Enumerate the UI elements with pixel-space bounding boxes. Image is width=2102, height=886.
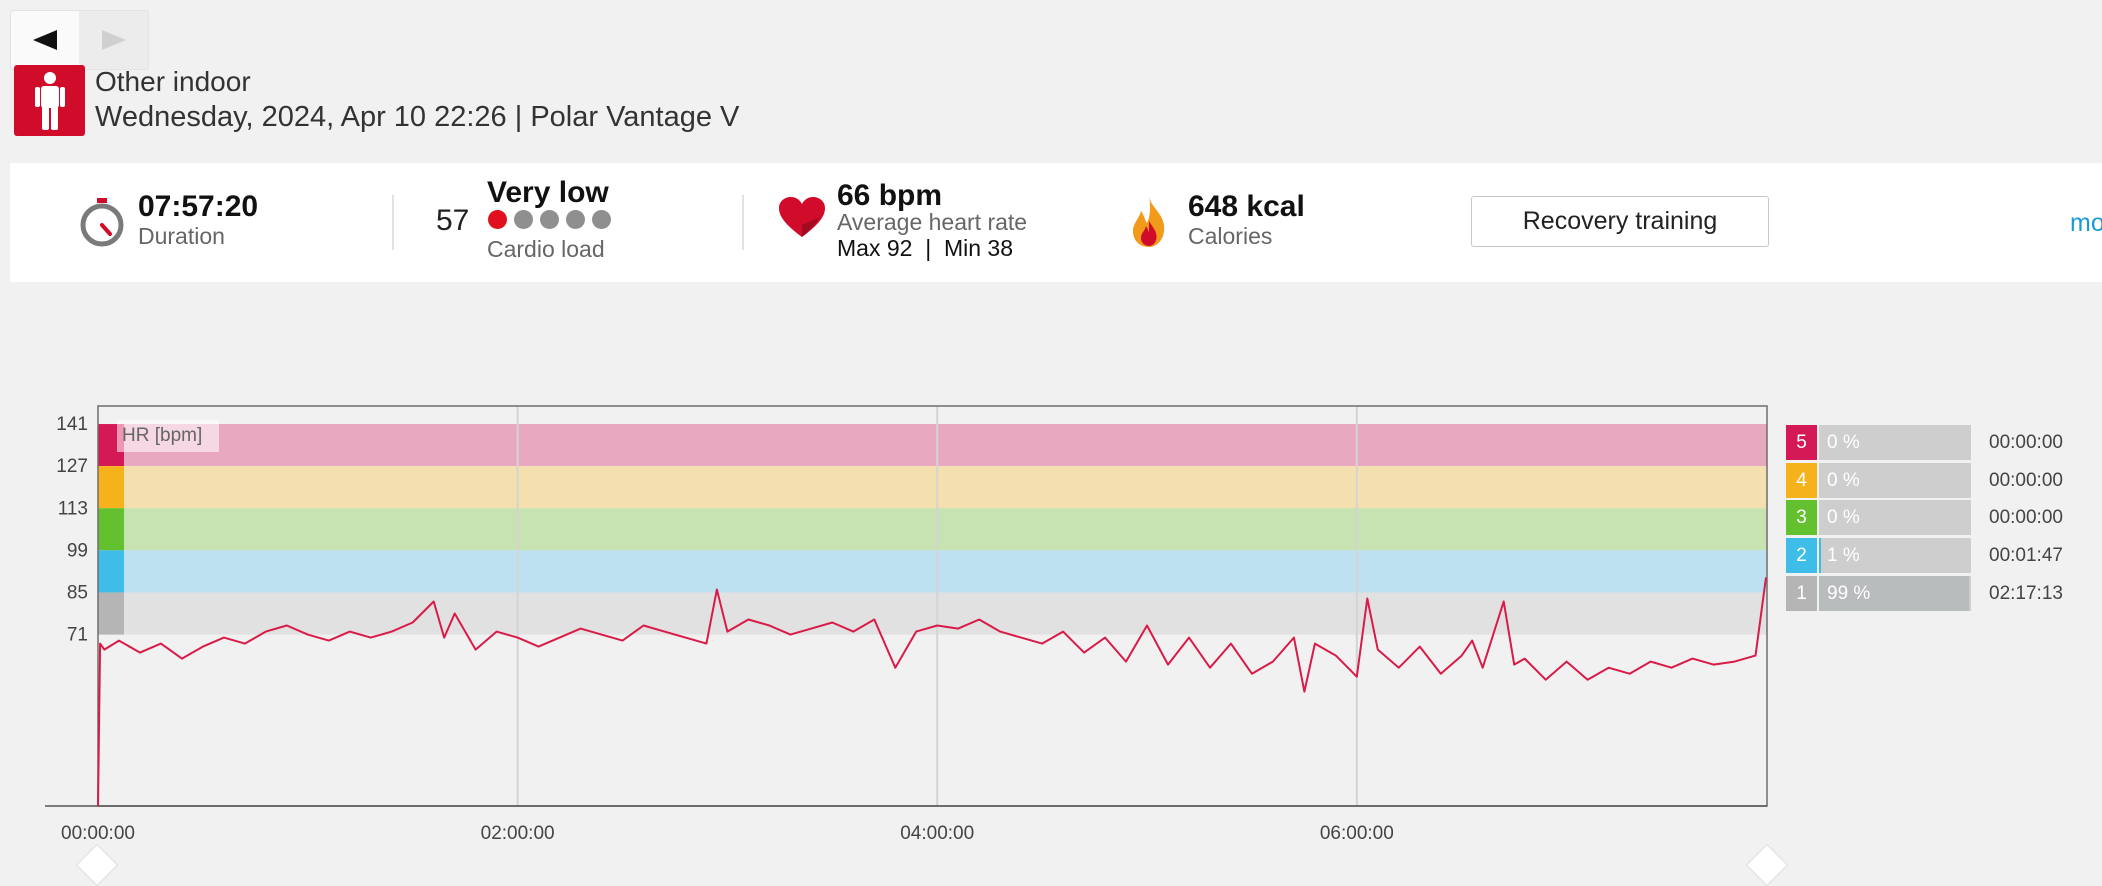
session-summary: 07:57:20 Duration 57 Very low Cardio loa… [10, 163, 2102, 282]
hr-zone-strip-3 [98, 508, 124, 551]
cardio-load-number: 57 [436, 204, 470, 237]
zone-percentage-bar: 0 % [1819, 463, 1971, 498]
zone-time: 00:01:47 [1989, 545, 2063, 566]
y-tick-label: 99 [67, 540, 88, 561]
zone-time: 02:17:13 [1989, 583, 2063, 604]
person-standing-icon [34, 71, 65, 130]
avg-heart-rate-label: Average heart rate [837, 209, 1028, 235]
zone-number: 3 [1786, 500, 1817, 535]
heart-rate-chart: 141 127 113 99 85 71 00:00:00 02:00:00 04:00:00 0… [45, 405, 1768, 844]
zone-percentage: 0 % [1827, 432, 1860, 453]
hr-zone-band-1 [98, 592, 1767, 635]
session-navigation [10, 10, 149, 70]
cardio-load-level: Very low [487, 176, 609, 209]
sport-name: Other indoor [95, 66, 251, 97]
y-tick-label: 85 [67, 582, 88, 603]
y-tick-label: 71 [67, 625, 88, 646]
calories-label: Calories [1188, 223, 1273, 249]
zone-time: 00:00:00 [1989, 470, 2063, 491]
hr-zone-band-3 [98, 508, 1767, 551]
cardio-load-label: Cardio load [487, 236, 605, 262]
cardio-dot-empty [592, 210, 611, 229]
previous-session-button[interactable] [11, 11, 79, 69]
zone-percentage: 0 % [1827, 470, 1860, 491]
avg-heart-rate-value: 66 bpm [837, 179, 943, 212]
hr-zone-band-4 [98, 466, 1767, 509]
zone-percentage-bar: 0 % [1819, 425, 1971, 460]
more-link[interactable]: mo [2070, 209, 2102, 237]
hr-zone-strip-4 [98, 466, 124, 509]
zone-percentage-fill [1819, 538, 1821, 573]
y-tick-label: 113 [58, 498, 88, 519]
hr-zone-band-2 [98, 550, 1767, 593]
duration-label: Duration [138, 223, 225, 249]
zone-percentage-bar: 0 % [1819, 500, 1971, 535]
zone-number: 2 [1786, 538, 1817, 573]
heart-icon [779, 197, 825, 237]
zone-percentage-bar: 1 % [1819, 538, 1971, 573]
zone-number: 4 [1786, 463, 1817, 498]
zone-percentage: 1 % [1827, 545, 1860, 566]
training-benefit-button[interactable]: Recovery training [1471, 196, 1769, 247]
hr-zone-band-5 [98, 424, 1767, 467]
cardio-dot-filled [488, 210, 507, 229]
next-arrow-icon [102, 30, 126, 50]
heart-rate-line [97, 577, 1767, 807]
zone-percentage: 99 % [1827, 583, 1871, 604]
sport-icon [14, 65, 85, 136]
x-tick-label: 04:00:00 [900, 823, 974, 844]
next-session-button[interactable] [80, 11, 148, 69]
stopwatch-icon [80, 198, 124, 247]
calories-value: 648 kcal [1188, 190, 1305, 223]
divider [742, 195, 744, 250]
duration-value: 07:57:20 [138, 190, 259, 223]
zone-percentage-fill [1819, 576, 1970, 611]
zone-number: 5 [1786, 425, 1817, 460]
legend-box [117, 420, 219, 452]
hr-zone-strip-2 [98, 550, 124, 593]
session-date-device: Wednesday, 2024, Apr 10 22:26 | Polar Va… [95, 101, 740, 133]
chart-legend-label: HR [bpm] [122, 425, 202, 446]
zone-number: 1 [1786, 576, 1817, 611]
zone-percentage: 0 % [1827, 507, 1860, 528]
zone-time: 00:00:00 [1989, 432, 2063, 453]
cardio-dot-empty [514, 210, 533, 229]
y-tick-label: 141 [56, 414, 88, 435]
cardio-dot-empty [566, 210, 585, 229]
y-tick-label: 127 [56, 456, 88, 477]
x-tick-label: 02:00:00 [481, 823, 555, 844]
hr-zone-strip-1 [98, 592, 124, 635]
zone-percentage-bar: 99 % [1819, 576, 1971, 611]
cardio-dot-empty [540, 210, 559, 229]
flame-icon [1133, 197, 1165, 247]
x-tick-label: 00:00:00 [61, 823, 135, 844]
prev-arrow-icon [33, 30, 57, 50]
x-tick-label: 06:00:00 [1320, 823, 1394, 844]
heart-rate-max-min: Max 92 | Min 38 [837, 235, 1013, 261]
divider [392, 195, 394, 250]
zone-time: 00:00:00 [1989, 507, 2063, 528]
